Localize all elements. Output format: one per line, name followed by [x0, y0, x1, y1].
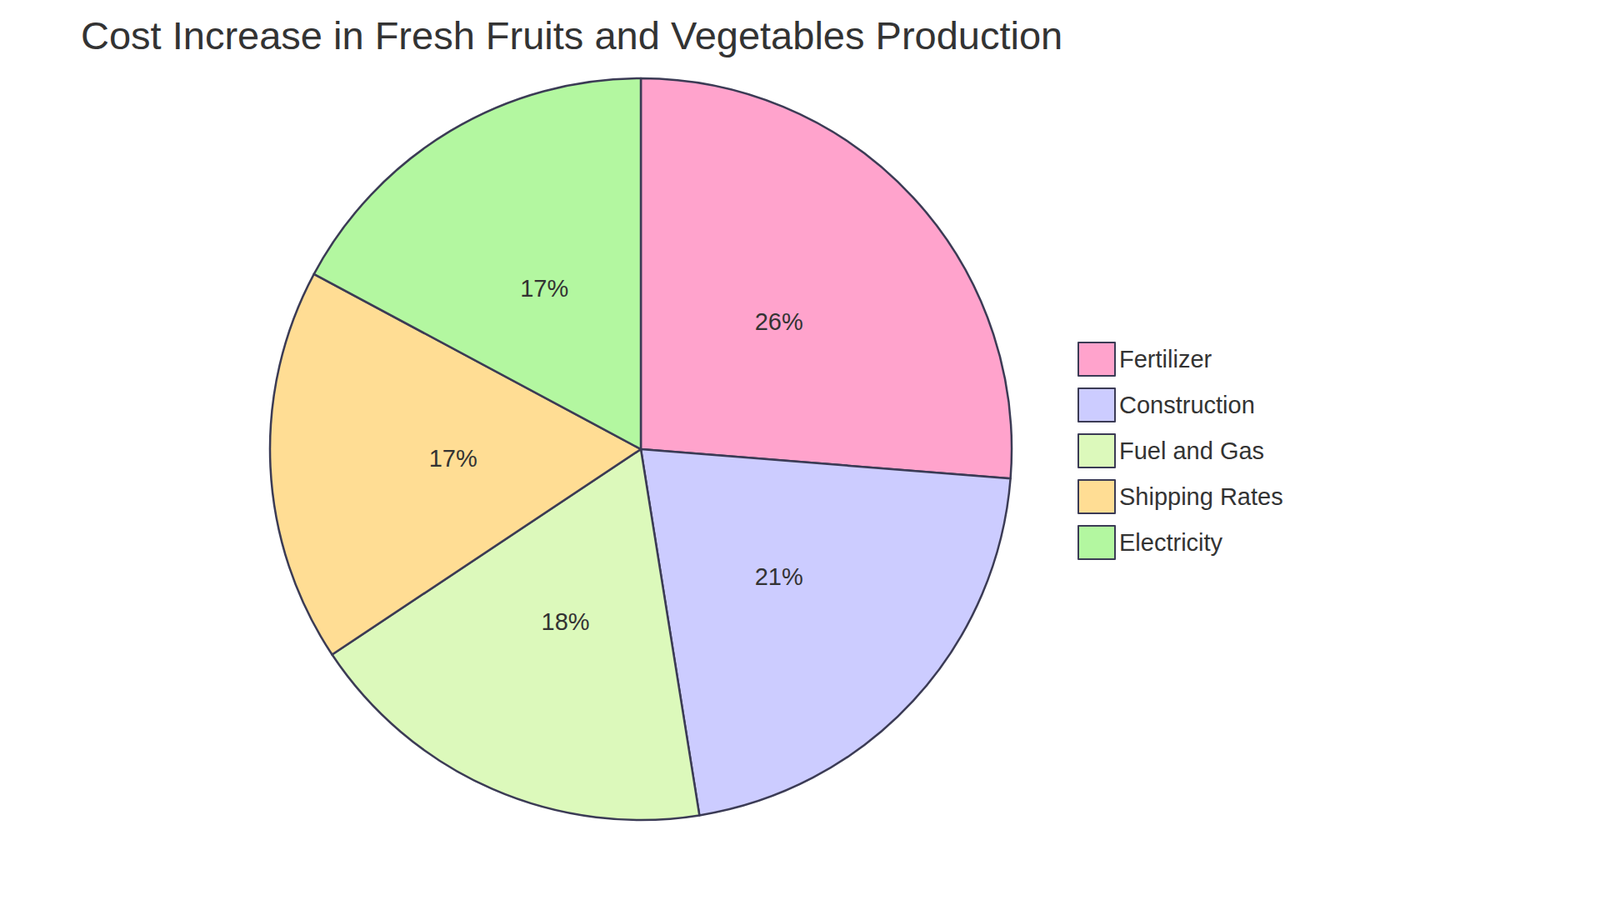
svg-text:17%: 17%: [520, 275, 569, 302]
svg-text:21%: 21%: [755, 563, 804, 590]
svg-text:Cost Increase in Fresh Fruits: Cost Increase in Fresh Fruits and Vegeta…: [80, 13, 1063, 58]
svg-text:26%: 26%: [755, 308, 804, 335]
svg-text:Electricity: Electricity: [1119, 529, 1224, 556]
svg-text:Shipping Rates: Shipping Rates: [1119, 483, 1284, 510]
svg-text:Fertilizer: Fertilizer: [1119, 345, 1213, 373]
svg-text:17%: 17%: [429, 445, 478, 472]
svg-text:18%: 18%: [541, 608, 590, 635]
svg-text:Fuel and Gas: Fuel and Gas: [1119, 437, 1265, 465]
svg-text:Construction: Construction: [1119, 391, 1255, 419]
